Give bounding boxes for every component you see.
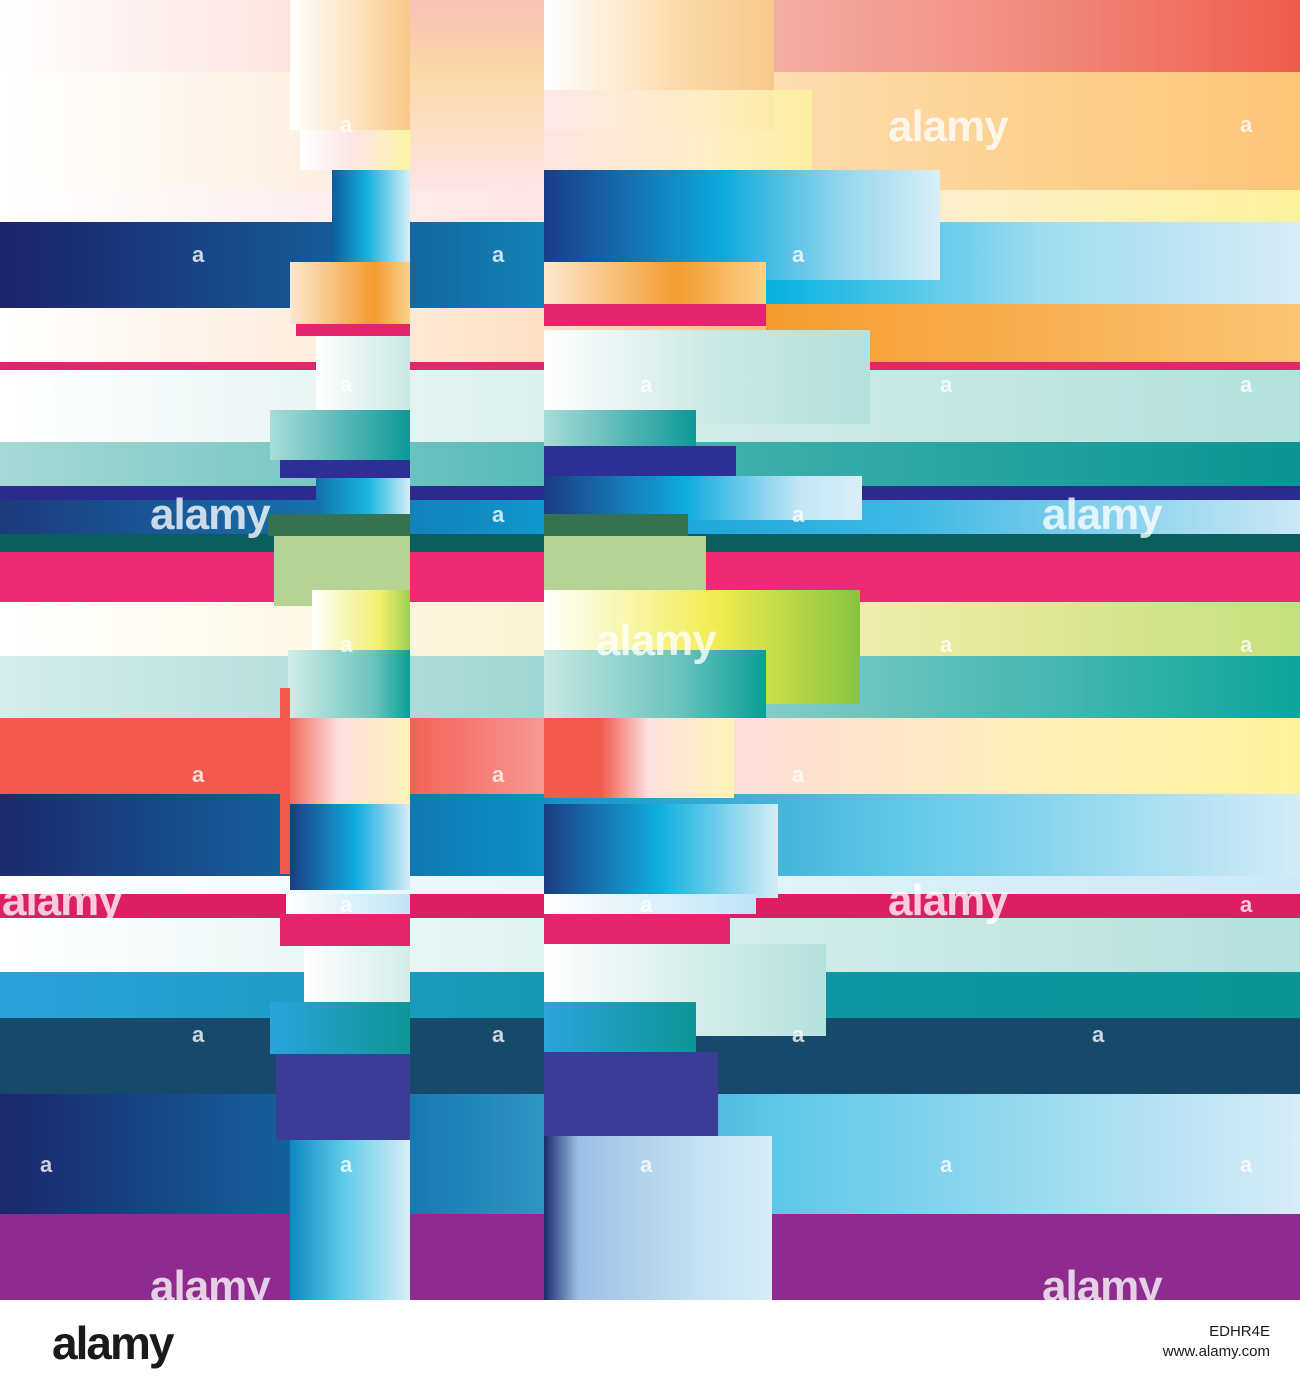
block-left-yellow <box>312 590 410 650</box>
block-right-blue <box>544 476 862 520</box>
block-right-magenta <box>544 304 802 326</box>
column-middle-peach <box>410 0 544 190</box>
block-left-indigo-2 <box>276 1054 410 1140</box>
block-left-teal <box>270 410 410 460</box>
block-right-blue-wide <box>544 170 940 280</box>
block-left-blue-3 <box>290 804 410 890</box>
block-left-orange <box>290 262 410 324</box>
block-right-indigo <box>544 1052 718 1136</box>
block-right-blue-teal <box>544 1002 696 1052</box>
block-right-magenta-2 <box>544 914 730 946</box>
block-right-mint <box>544 330 870 424</box>
block-right-yellow <box>544 90 812 170</box>
image-credit: EDHR4E www.alamy.com <box>1163 1322 1270 1362</box>
block-left-pale-yellow <box>300 130 410 170</box>
block-left-coral-sliver <box>280 688 290 874</box>
block-left-blue-bottom <box>290 1140 410 1300</box>
block-right-coral <box>544 718 734 798</box>
abstract-stripes-artwork: alamy alamy alamy alamy alamy alamy alam… <box>0 0 1300 1300</box>
alamy-logo: alamy <box>52 1317 174 1369</box>
block-left-indigo <box>280 460 410 478</box>
block-left-peach <box>290 0 410 130</box>
block-left-mint <box>316 336 410 410</box>
footer-bar <box>0 1300 1300 1390</box>
block-left-pink-yellow <box>290 718 410 804</box>
block-right-lavender <box>544 1136 772 1300</box>
block-left-mint-teal <box>288 650 410 718</box>
image-id: EDHR4E <box>1209 1323 1270 1340</box>
block-left-magenta <box>296 324 410 336</box>
site-url: www.alamy.com <box>1162 1343 1270 1360</box>
block-left-blue-2 <box>316 478 410 514</box>
block-left-blue <box>332 170 410 262</box>
block-left-green <box>268 514 410 536</box>
block-right-pale-blue <box>544 894 756 914</box>
block-left-pale-blue <box>286 894 410 914</box>
block-right-green <box>544 514 688 536</box>
block-left-white-mint <box>304 946 410 1002</box>
block-right-blue-2 <box>544 804 778 898</box>
block-right-mint-teal <box>544 650 766 718</box>
block-left-magenta-2 <box>280 914 410 946</box>
block-right-indigo <box>544 446 736 476</box>
block-left-blue-teal <box>270 1002 410 1054</box>
